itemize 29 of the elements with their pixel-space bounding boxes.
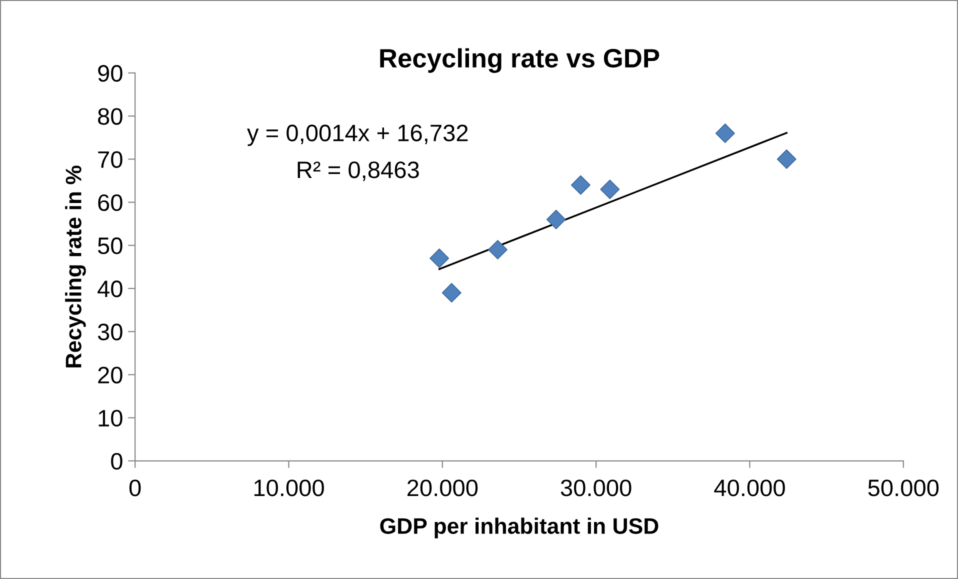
y-tick-label: 90 (98, 65, 122, 82)
point (488, 240, 508, 260)
y-tick-label: 20 (98, 366, 122, 384)
point (600, 180, 620, 200)
x-tick-label: 0 (129, 480, 141, 496)
y-tick-label: 70 (98, 151, 122, 168)
y-tick-label: 50 (98, 237, 122, 254)
y-tick-label: 60 (98, 194, 122, 212)
chart-title: Recycling rate vs GDP (380, 48, 660, 73)
annotation: R² = 0,8463 (298, 161, 419, 182)
y-tick-label: 10 (98, 410, 122, 427)
x-tick-label: 40.000 (714, 480, 785, 496)
y-tick-label: 30 (98, 324, 122, 340)
point (570, 175, 590, 195)
point (715, 124, 735, 144)
y-tick-label: 0 (111, 452, 122, 470)
x-tick-label: 30.000 (560, 480, 632, 496)
x-axis-title: GDP per inhabitant in USD (380, 518, 658, 538)
x-tick-label: 20.000 (407, 480, 478, 496)
point (442, 283, 462, 303)
x-tick-label: 10.000 (254, 480, 324, 496)
point (546, 210, 566, 230)
annotation: y = 0,0014x + 16,732 (247, 124, 468, 146)
point (430, 248, 450, 268)
y-tick-label: 80 (98, 108, 122, 125)
y-tick-label: 40 (98, 280, 122, 298)
y-axis-title: Recycling rate in % (65, 166, 86, 368)
x-tick-label: 50.000 (868, 480, 939, 496)
point (776, 149, 796, 169)
